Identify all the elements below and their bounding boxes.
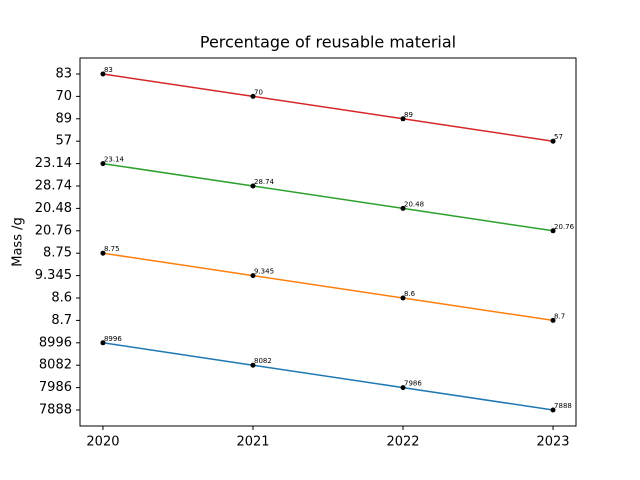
y-tick-label: 23.14 (35, 156, 72, 171)
data-point (100, 71, 106, 77)
data-label: 23.14 (104, 156, 125, 164)
data-label: 70 (254, 88, 263, 96)
data-label: 8.6 (404, 290, 416, 298)
y-tick-label: 8.6 (51, 291, 72, 306)
chart-title: Percentage of reusable material (200, 33, 456, 52)
data-label: 8.7 (554, 312, 565, 320)
data-point (250, 362, 256, 368)
y-tick-label: 9.345 (35, 268, 72, 283)
y-tick-label: 8996 (39, 335, 72, 350)
series-line (102, 162, 554, 232)
data-point (400, 385, 406, 391)
x-tick-label: 2021 (236, 435, 269, 450)
data-label: 57 (554, 133, 563, 141)
plot-frame (79, 57, 577, 427)
data-label: 7888 (554, 402, 572, 410)
y-tick-label: 57 (55, 134, 72, 149)
data-point (400, 205, 406, 211)
data-label: 89 (404, 111, 413, 119)
data-label: 8996 (104, 335, 122, 343)
data-label: 20.76 (554, 223, 575, 231)
data-label: 8082 (254, 357, 272, 365)
y-tick-label: 83 (55, 66, 72, 81)
y-tick-label: 8082 (39, 358, 72, 373)
data-point (250, 183, 256, 189)
x-tick-label: 2023 (536, 435, 569, 450)
data-point (550, 228, 556, 234)
data-point (550, 138, 556, 144)
y-tick-label: 20.76 (35, 223, 72, 238)
data-label: 7986 (404, 380, 422, 388)
data-point (100, 250, 106, 256)
data-label: 83 (104, 66, 113, 74)
data-point (250, 93, 256, 99)
y-tick-label: 20.48 (35, 201, 72, 216)
x-tick-label: 2020 (86, 435, 119, 450)
series-line (102, 73, 554, 142)
y-tick-label: 28.74 (35, 178, 72, 193)
data-point (550, 317, 556, 323)
data-point (400, 295, 406, 301)
y-tick-label: 8.7 (51, 313, 72, 328)
data-label: 8.75 (104, 245, 120, 253)
y-tick-label: 8.75 (43, 246, 72, 261)
data-label: 28.74 (254, 178, 275, 186)
data-label: 9.345 (254, 268, 274, 276)
y-tick-label: 70 (55, 89, 72, 104)
y-axis-label: Mass /g (11, 217, 26, 267)
y-tick-label: 89 (55, 111, 72, 126)
data-point (100, 161, 106, 167)
data-point (400, 116, 406, 122)
data-point (100, 340, 106, 346)
data-point (250, 273, 256, 279)
series-line (102, 252, 554, 322)
x-tick-label: 2022 (386, 435, 419, 450)
series-line (102, 342, 554, 411)
data-label: 20.48 (404, 200, 424, 208)
y-tick-label: 7986 (39, 380, 72, 395)
data-point (550, 407, 556, 413)
y-tick-label: 7888 (39, 403, 72, 418)
